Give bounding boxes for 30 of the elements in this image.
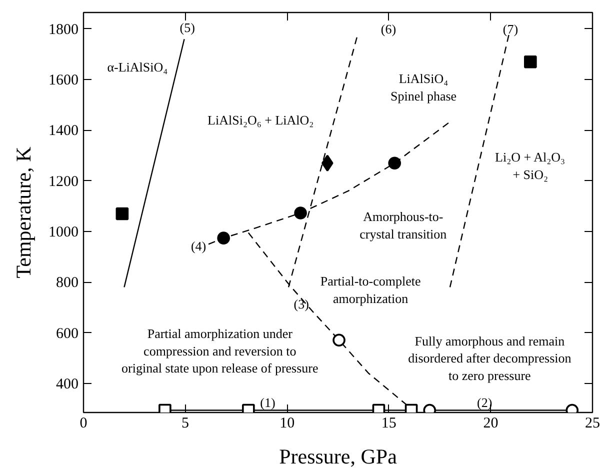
annotation: (6) (380, 21, 396, 36)
x-tick-label: 25 (585, 416, 600, 432)
y-tick-label: 800 (56, 275, 78, 292)
y-tick-label: 1400 (48, 123, 78, 140)
y-tick-label: 1800 (48, 22, 78, 38)
annotation: α-LiAlSiO₄ (107, 59, 168, 74)
x-tick-label: 15 (381, 416, 396, 432)
annotation: (1) (260, 394, 276, 410)
y-tick-label: 1200 (48, 174, 78, 190)
annotation: Partial-to-complete amorphization (320, 274, 421, 306)
annotation: LiAlSiO₄ Spinel phase (390, 71, 457, 104)
annotation: Fully amorphous and remain disordered after decompression to zero pressure (408, 333, 572, 383)
annotation: Amorphous-to- crystal transition (360, 209, 448, 242)
annotation: (4) (190, 238, 206, 254)
y-axis-title: Temperature, K (12, 146, 36, 278)
annotation: Li₂O + Al₂O₃ + SiO₂ (495, 150, 566, 182)
annotation: (7) (502, 21, 518, 36)
x-tick-label: 10 (280, 416, 295, 432)
x-axis-title: Pressure, GPa (279, 444, 398, 468)
y-tick-label: 1600 (48, 72, 78, 89)
x-tick-label: 5 (182, 416, 190, 432)
annotation: Partial amorphization under compression and reversion to original state upon release of pressure (122, 326, 319, 376)
annotation: LiAlSi₂O₆ + LiAlO₂ (208, 112, 314, 128)
x-tick-label: 0 (80, 416, 88, 432)
annotation: (3) (294, 296, 309, 312)
y-tick-label: 600 (56, 326, 78, 342)
annotation: (5) (180, 20, 195, 36)
y-tick-label: 400 (56, 376, 78, 392)
x-tick-label: 20 (483, 416, 498, 432)
y-tick-label: 1000 (48, 224, 78, 240)
